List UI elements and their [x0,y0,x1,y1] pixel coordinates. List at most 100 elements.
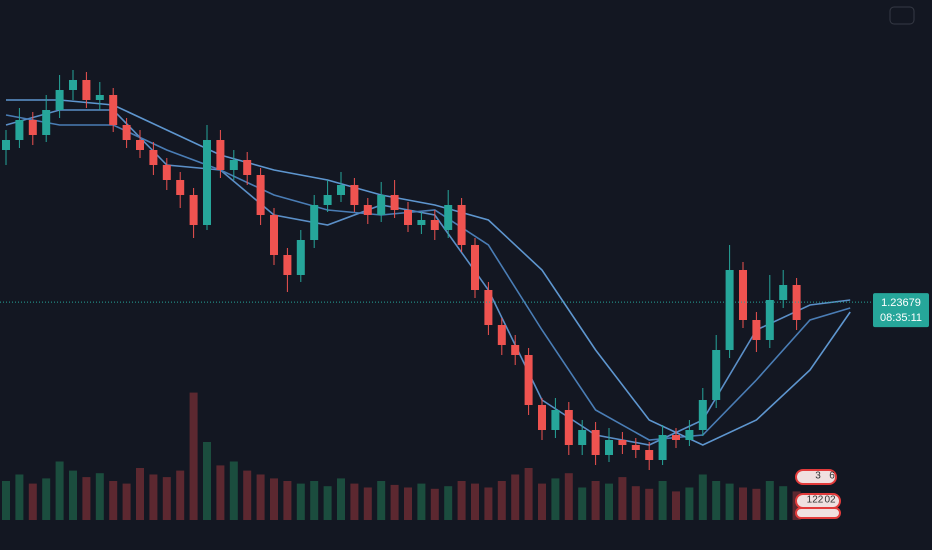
volume-bar [2,481,10,520]
candle-body [296,240,305,275]
volume-bar [497,481,506,520]
candle-body [618,440,627,445]
candle-body [189,195,198,225]
volume-bar [538,483,546,520]
candle-body [390,195,399,210]
candle-body [337,185,345,195]
volume-bar [511,474,520,520]
volume-bar [136,468,144,520]
candle-body [377,195,386,215]
volume-bar [229,461,238,520]
candle-body [658,435,667,460]
candle-body [765,300,774,340]
volume-bar [162,477,171,520]
candle-body [792,285,801,320]
candle-body [739,270,747,320]
volume-bar [712,481,721,520]
volume-bar [457,481,466,520]
candle-body [243,160,252,175]
candle-body [712,350,721,400]
volume-bar [82,477,91,520]
volume-bar [765,481,774,520]
volume-bar [390,484,399,520]
volume-bar [605,483,613,520]
candle-body [162,165,171,180]
volume-bar [444,486,453,520]
candle-body [95,95,104,100]
candle-body [564,410,573,445]
candle-body [457,205,466,245]
volume-bar [377,481,386,520]
moving-average [6,99,851,446]
volume-bar [658,481,667,520]
volume-bar [564,473,573,520]
badge-label: 3 [815,471,821,482]
candle-body [605,440,613,455]
volume-bar [55,461,64,520]
candle-body [363,205,372,215]
volume-bar [15,474,24,520]
volume-bar [296,483,305,520]
candle-body [28,120,37,135]
volume-bar [685,487,694,520]
candle-body [109,95,118,125]
candle-body [484,290,493,325]
event-badge [795,507,841,519]
candle-body [779,285,788,300]
candle-body [323,195,332,205]
candle-body [122,125,131,140]
candle-body [310,205,319,240]
countdown-label: 08:35:11 [880,312,922,324]
candle-body [82,80,91,100]
volume-bar [779,486,788,520]
candle-body [55,90,64,110]
volume-bar [430,488,439,520]
candle-body [698,400,707,430]
volume-bar [631,486,640,520]
candle-body [538,405,546,430]
candle-body [672,435,680,440]
volume-bar [42,478,51,520]
candle-body [203,140,211,225]
badge-label: 122 [807,495,824,506]
candle-body [15,120,24,140]
candle-body [69,80,77,90]
candle-body [631,445,640,450]
candle-body [471,245,479,290]
volume-bar [337,478,345,520]
volume-bar [471,483,479,520]
volume-bar [363,487,372,520]
volume-bar [618,477,627,520]
candles [2,70,801,470]
candle-body [430,220,439,230]
candle-body [645,450,654,460]
volume-bar [725,483,734,520]
candle-body [136,140,144,150]
volume-bar [417,483,426,520]
volume-bar [404,487,412,520]
candle-body [511,345,520,355]
badge-label: 6 [829,471,835,482]
volume-bar [176,470,185,520]
volume-bar [752,488,761,520]
volume-bar [256,474,265,520]
price-label-box [873,293,929,328]
candle-body [444,205,453,230]
volume-pane [2,392,801,520]
candle-body [216,140,225,170]
badge-label: 02 [824,495,836,506]
candle-body [725,270,734,350]
volume-bar [578,487,587,520]
price-label: 1.23679 [881,297,921,309]
volume-bar [283,481,292,520]
volume-bar [243,470,252,520]
volume-bar [551,478,560,520]
settings-button[interactable] [889,6,915,25]
volume-bar [672,491,680,520]
candle-body [685,430,694,440]
volume-bar [95,473,104,520]
volume-bar [484,487,493,520]
candle-body [417,220,426,225]
